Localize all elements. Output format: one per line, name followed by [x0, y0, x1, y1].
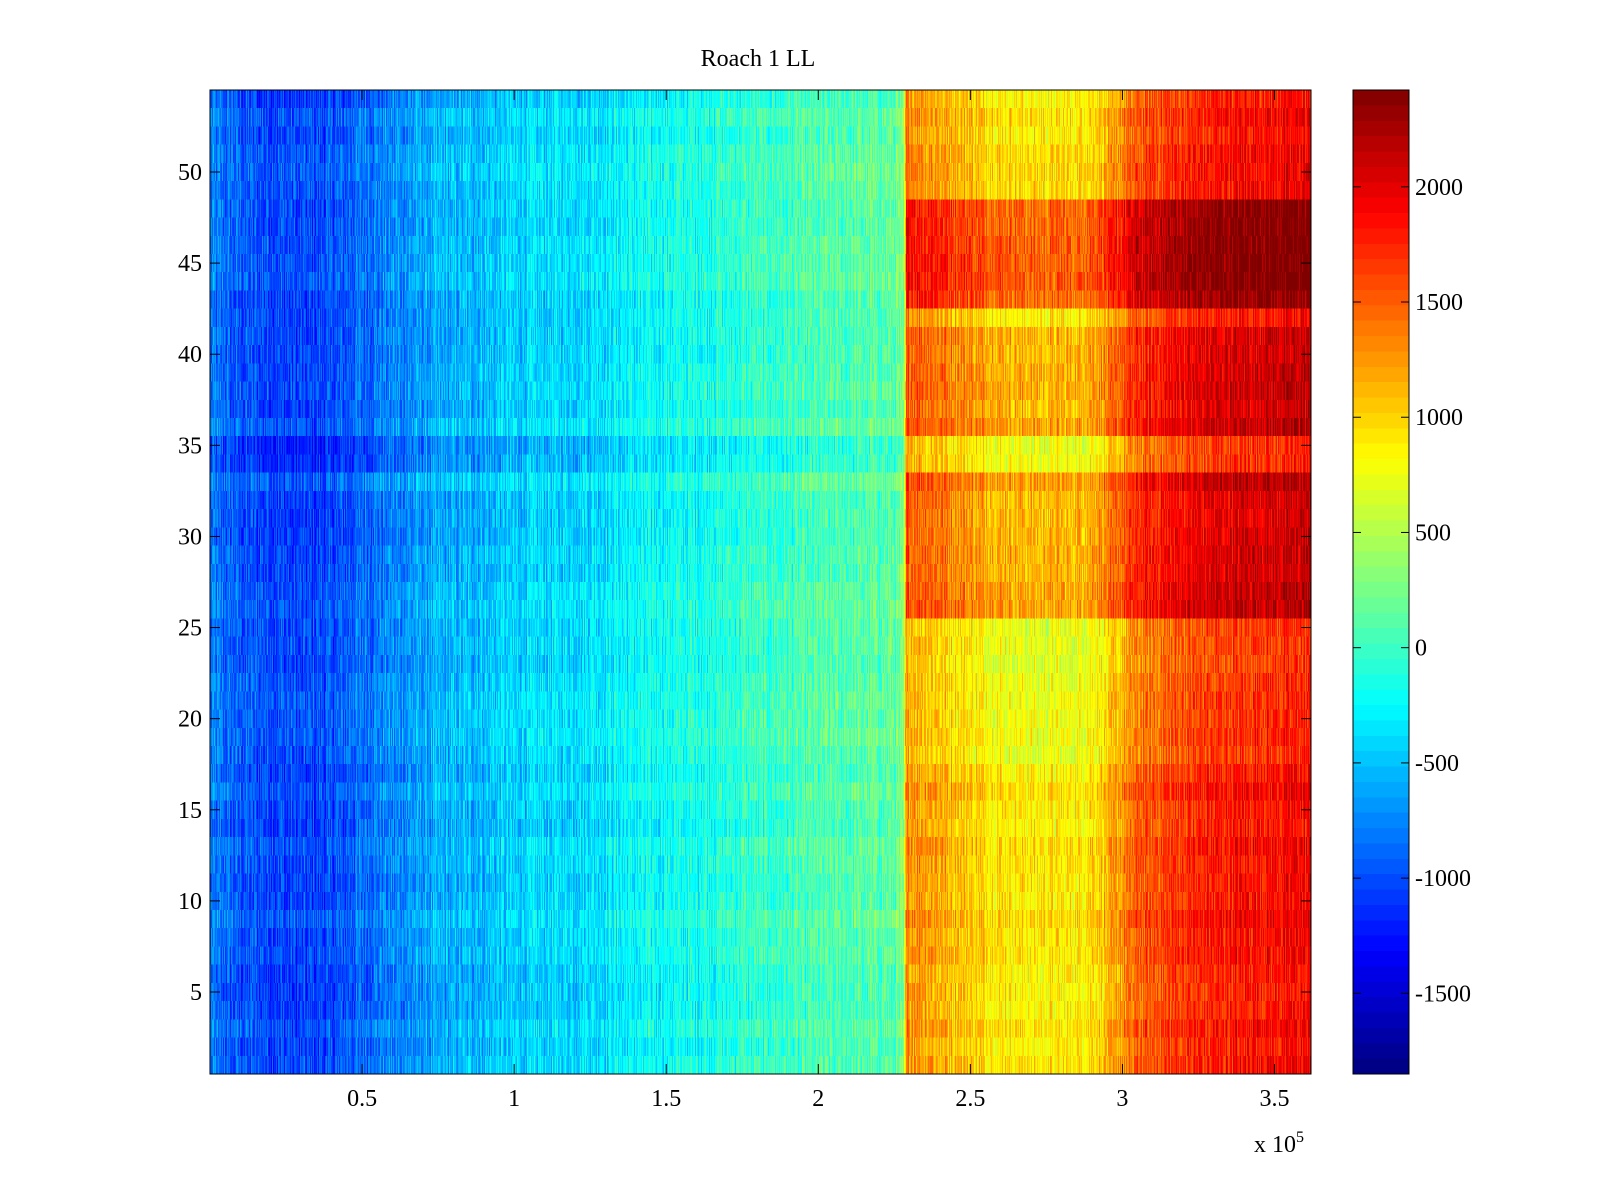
y-tick-label: 50: [178, 160, 202, 186]
colorbar-tick-label: 1000: [1415, 405, 1463, 431]
x-tick-label: 1: [508, 1086, 520, 1112]
y-tick-label: 20: [178, 707, 202, 733]
x-axis-multiplier: x 105: [1254, 1129, 1304, 1158]
y-tick-label: 45: [178, 251, 202, 277]
y-axis: 5 10 15 20 25 30 35 40 45 50: [178, 160, 1311, 1006]
y-tick-label: 15: [178, 798, 202, 824]
colorbar-axis: 2000 1500 1000 500 0 -500 -1000 -1500: [1353, 175, 1471, 1007]
y-tick-label: 10: [178, 889, 202, 915]
colorbar-frame: [1352, 89, 1410, 1075]
x-tick-label: 1.5: [651, 1086, 681, 1112]
plot-area-frame: [209, 89, 1312, 1075]
colorbar-tick-label: -1500: [1415, 981, 1471, 1007]
x-tick-label: 3.5: [1260, 1086, 1290, 1112]
x-axis: 0.5 1 1.5 2 2.5 3 3.5: [347, 90, 1290, 1112]
heatmap-image: [210, 90, 1311, 1074]
colorbar-tick-label: 1500: [1415, 290, 1463, 316]
x-tick-label: 2.5: [955, 1086, 985, 1112]
chart-title: Roach 1 LL: [701, 46, 816, 72]
colorbar-tick-label: 0: [1415, 636, 1427, 662]
heatmap-cells: [210, 90, 1311, 1074]
colorbar-tick-label: 500: [1415, 520, 1451, 546]
x-axis-multiplier-exponent: 5: [1296, 1129, 1304, 1146]
x-tick-label: 2: [812, 1086, 824, 1112]
colorbar-gradient: [1353, 90, 1409, 1074]
x-tick-label: 0.5: [347, 1086, 377, 1112]
y-tick-label: 35: [178, 433, 202, 459]
y-tick-label: 40: [178, 342, 202, 368]
y-tick-label: 30: [178, 524, 202, 550]
y-tick-label: 25: [178, 616, 202, 642]
y-tick-label: 5: [190, 980, 202, 1006]
colorbar-tick-label: 2000: [1415, 175, 1463, 201]
colorbar: [1353, 90, 1409, 1074]
x-tick-label: 3: [1116, 1086, 1128, 1112]
colorbar-tick-label: -500: [1415, 751, 1459, 777]
colorbar-tick-label: -1000: [1415, 866, 1471, 892]
